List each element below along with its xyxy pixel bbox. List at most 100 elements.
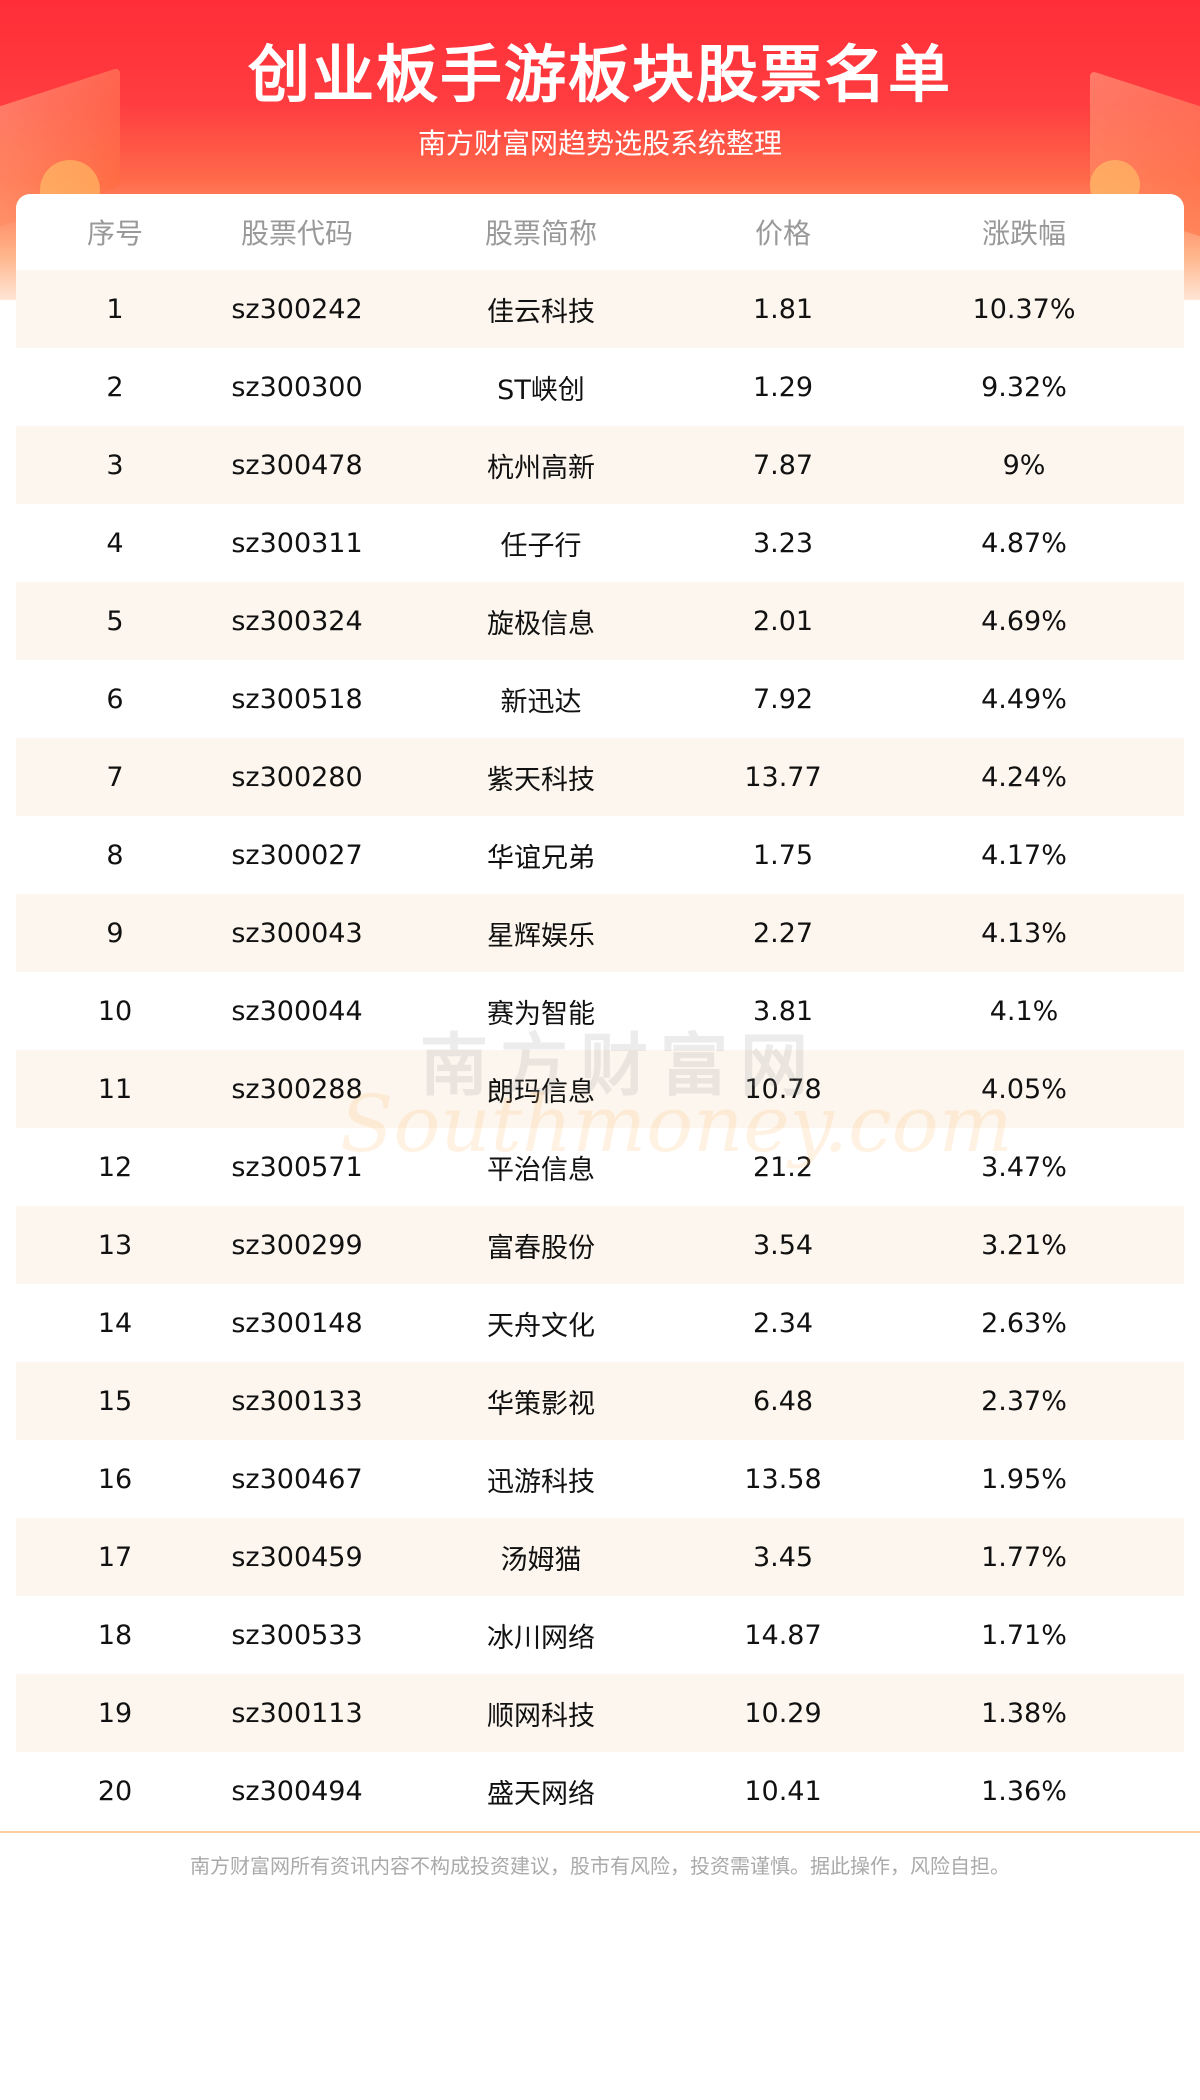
column-header-name: 股票简称 [484, 217, 598, 250]
cell-code: sz300533 [231, 1619, 363, 1651]
footer-divider [0, 1831, 1200, 1833]
table-row: 5 sz300324 旋极信息 2.01 4.69% [16, 582, 1184, 660]
table-row: 10 sz300044 赛为智能 3.81 4.1% [16, 972, 1184, 1050]
cell-name: 盛天网络 [487, 1778, 595, 1810]
cell-price: 13.58 [744, 1463, 822, 1495]
cell-price: 13.77 [744, 761, 822, 793]
cell-change: 2.63% [981, 1307, 1067, 1339]
column-header-price: 价格 [754, 217, 812, 250]
cell-index: 12 [97, 1151, 133, 1183]
cell-code: sz300467 [231, 1463, 363, 1495]
cell-code: sz300027 [231, 839, 363, 871]
cell-change: 9.32% [981, 371, 1067, 403]
cell-price: 2.27 [752, 917, 814, 949]
table-row: 9 sz300043 星辉娱乐 2.27 4.13% [16, 894, 1184, 972]
cell-code: sz300242 [231, 293, 363, 325]
cell-change: 4.69% [981, 605, 1067, 637]
cell-name: 冰川网络 [487, 1622, 595, 1654]
cell-code: sz300043 [231, 917, 363, 949]
cell-name: 旋极信息 [487, 608, 595, 640]
cell-change: 1.71% [981, 1619, 1067, 1651]
cell-index: 4 [106, 527, 124, 559]
cell-index: 10 [97, 995, 133, 1027]
table-row: 8 sz300027 华谊兄弟 1.75 4.17% [16, 816, 1184, 894]
table-row: 11 sz300288 朗玛信息 10.78 4.05% [16, 1050, 1184, 1128]
table-row: 2 sz300300 ST峡创 1.29 9.32% [16, 348, 1184, 426]
cell-price: 7.87 [752, 449, 814, 481]
cell-index: 3 [106, 449, 124, 481]
cell-code: sz300311 [231, 527, 363, 559]
cell-code: sz300148 [231, 1307, 363, 1339]
cell-index: 11 [97, 1073, 133, 1105]
cell-code: sz300044 [231, 995, 363, 1027]
cell-name: 佳云科技 [487, 296, 595, 328]
stock-table: 序号 股票代码 股票简称 价格 涨跌幅 1 sz300242 佳云科技 1.81 10.… [16, 194, 1184, 1830]
cell-change: 1.38% [981, 1697, 1067, 1729]
cell-change: 4.13% [981, 917, 1067, 949]
cell-code: sz300280 [231, 761, 363, 793]
cell-price: 3.54 [752, 1229, 814, 1261]
table-row: 6 sz300518 新迅达 7.92 4.49% [16, 660, 1184, 738]
cell-price: 10.29 [744, 1697, 822, 1729]
cell-index: 18 [97, 1619, 133, 1651]
cell-change: 4.1% [989, 995, 1059, 1027]
cell-index: 6 [106, 683, 124, 715]
cell-code: sz300478 [231, 449, 363, 481]
table-row: 13 sz300299 富春股份 3.54 3.21% [16, 1206, 1184, 1284]
cell-change: 1.95% [981, 1463, 1067, 1495]
cell-name: 富春股份 [487, 1232, 595, 1264]
table-row: 12 sz300571 平治信息 21.2 3.47% [16, 1128, 1184, 1206]
cell-price: 3.45 [752, 1541, 814, 1573]
cell-name: 华策影视 [487, 1388, 595, 1420]
cell-index: 8 [106, 839, 124, 871]
cell-name: 星辉娱乐 [487, 920, 595, 952]
column-header-index: 序号 [86, 217, 144, 250]
cell-name: 赛为智能 [487, 998, 595, 1030]
cell-name: 汤姆猫 [500, 1544, 582, 1576]
cell-name: 新迅达 [500, 686, 582, 718]
page-subtitle: 南方财富网趋势选股系统整理 [417, 127, 782, 160]
cell-code: sz300494 [231, 1775, 363, 1807]
cell-code: sz300459 [231, 1541, 363, 1573]
table-row: 15 sz300133 华策影视 6.48 2.37% [16, 1362, 1184, 1440]
cell-index: 13 [97, 1229, 133, 1261]
cell-change: 1.77% [981, 1541, 1067, 1573]
cell-index: 19 [97, 1697, 133, 1729]
cell-price: 1.75 [752, 839, 814, 871]
cell-index: 7 [106, 761, 124, 793]
cell-price: 7.92 [752, 683, 814, 715]
table-row: 1 sz300242 佳云科技 1.81 10.37% [16, 270, 1184, 348]
table-row: 19 sz300113 顺网科技 10.29 1.38% [16, 1674, 1184, 1752]
cell-price: 3.81 [752, 995, 814, 1027]
cell-change: 9% [1002, 449, 1046, 481]
cell-price: 10.78 [744, 1073, 822, 1105]
cell-change: 1.36% [981, 1775, 1067, 1807]
cell-index: 9 [106, 917, 124, 949]
table-row: 18 sz300533 冰川网络 14.87 1.71% [16, 1596, 1184, 1674]
cell-name: 平治信息 [487, 1154, 595, 1186]
cell-code: sz300113 [231, 1697, 363, 1729]
cell-index: 20 [97, 1775, 133, 1807]
cell-index: 16 [97, 1463, 133, 1495]
cell-code: sz300571 [231, 1151, 363, 1183]
cell-index: 2 [106, 371, 124, 403]
cell-name: 顺网科技 [487, 1700, 595, 1732]
cell-code: sz300133 [231, 1385, 363, 1417]
cell-code: sz300518 [231, 683, 363, 715]
column-header-code: 股票代码 [240, 217, 354, 250]
cell-name: 华谊兄弟 [487, 842, 595, 874]
table-row: 20 sz300494 盛天网络 10.41 1.36% [16, 1752, 1184, 1830]
cell-index: 5 [106, 605, 124, 637]
table-header: 序号 股票代码 股票简称 价格 涨跌幅 [16, 194, 1184, 270]
table-row: 3 sz300478 杭州高新 7.87 9% [16, 426, 1184, 504]
cell-code: sz300288 [231, 1073, 363, 1105]
cell-price: 1.81 [752, 293, 814, 325]
cell-price: 10.41 [744, 1775, 822, 1807]
cell-change: 3.21% [981, 1229, 1067, 1261]
cell-name: 朗玛信息 [487, 1076, 595, 1108]
cell-code: sz300324 [231, 605, 363, 637]
table-row: 16 sz300467 迅游科技 13.58 1.95% [16, 1440, 1184, 1518]
table-row: 17 sz300459 汤姆猫 3.45 1.77% [16, 1518, 1184, 1596]
cell-change: 4.49% [981, 683, 1067, 715]
disclaimer: 南方财富网所有资讯内容不构成投资建议，股市有风险，投资需谨慎。据此操作，风险自担… [190, 1854, 1010, 1878]
